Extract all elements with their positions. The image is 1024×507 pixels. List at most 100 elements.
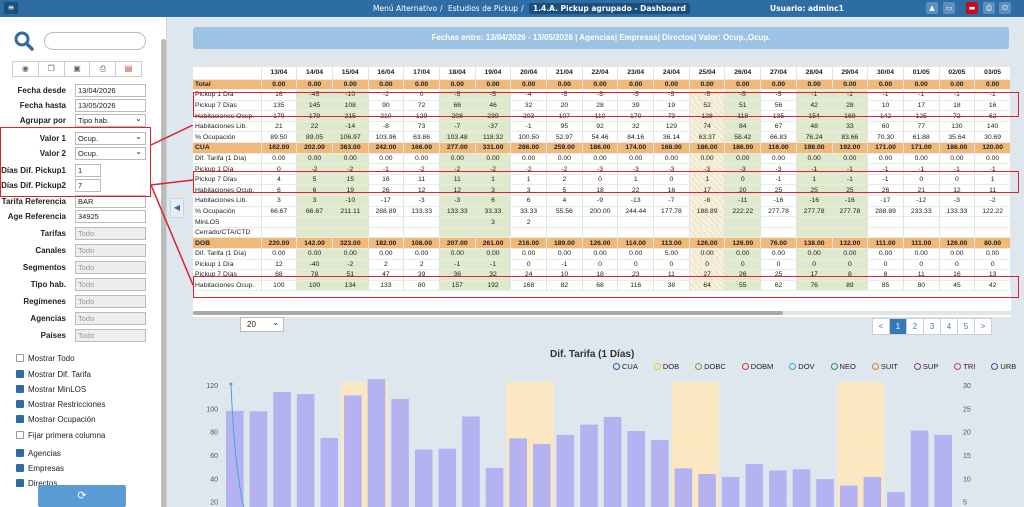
- legend-item[interactable]: DOBC: [695, 362, 734, 371]
- page-button[interactable]: 1: [889, 318, 907, 335]
- filter-input[interactable]: Ocup.: [75, 131, 146, 145]
- window-icon[interactable]: ▭: [943, 2, 955, 14]
- legend-item[interactable]: NEO: [830, 362, 864, 371]
- legend-item[interactable]: DOV: [789, 362, 822, 371]
- filter-input[interactable]: Todo: [75, 261, 146, 274]
- checkbox-icon[interactable]: [16, 385, 24, 393]
- date-header[interactable]: 20/04: [510, 67, 547, 80]
- collapse-sidebar-button[interactable]: ◀: [170, 198, 184, 218]
- page-size-select[interactable]: 20: [240, 316, 284, 332]
- copy-icon[interactable]: ❐: [39, 62, 65, 76]
- option-checkbox[interactable]: Directos: [16, 479, 57, 491]
- date-header[interactable]: 21/04: [546, 67, 583, 80]
- search-icon[interactable]: [14, 31, 34, 51]
- table-cell: -5: [689, 89, 726, 101]
- filter-input[interactable]: Tipo hab.: [75, 113, 146, 127]
- legend-item[interactable]: DOBM: [741, 362, 782, 371]
- pdf-icon[interactable]: ▤: [124, 64, 133, 73]
- checkbox-icon[interactable]: [16, 449, 24, 457]
- filter-input[interactable]: 13/05/2026: [75, 99, 146, 112]
- page-button[interactable]: 3: [923, 318, 941, 335]
- table-cell: [832, 227, 869, 239]
- date-header[interactable]: 13/04: [261, 67, 298, 80]
- date-header[interactable]: 01/05: [903, 67, 940, 80]
- date-header[interactable]: 25/04: [689, 67, 726, 80]
- filter-input[interactable]: Todo: [75, 312, 146, 325]
- option-checkbox[interactable]: Empresas: [16, 464, 64, 476]
- prev-page-button[interactable]: <: [872, 318, 890, 335]
- option-checkbox[interactable]: Mostrar Restricciones: [16, 400, 105, 412]
- checkbox-icon[interactable]: [16, 370, 24, 378]
- legend-item[interactable]: CUA: [613, 362, 646, 371]
- date-header[interactable]: 28/04: [796, 67, 833, 80]
- checkbox-icon[interactable]: [16, 431, 24, 439]
- bus-icon[interactable]: ▣: [65, 62, 91, 76]
- page-button[interactable]: 4: [940, 318, 958, 335]
- option-checkbox[interactable]: Mostrar MinLOS: [16, 385, 86, 397]
- checkbox-icon[interactable]: [16, 479, 24, 487]
- filter-input[interactable]: Todo: [75, 278, 146, 291]
- filter-input[interactable]: 13/04/2026: [75, 84, 146, 97]
- date-header[interactable]: 19/04: [475, 67, 512, 80]
- legend-item[interactable]: SUIT: [871, 362, 906, 371]
- date-header[interactable]: 15/04: [332, 67, 369, 80]
- filter-input[interactable]: 34925: [75, 210, 146, 223]
- page-button[interactable]: 2: [906, 318, 924, 335]
- legend-item[interactable]: URB: [991, 362, 1024, 371]
- checkbox-icon[interactable]: [16, 464, 24, 472]
- filter-input[interactable]: 7: [75, 179, 101, 192]
- search-input[interactable]: [44, 32, 146, 50]
- date-header[interactable]: 23/04: [617, 67, 655, 80]
- next-page-button[interactable]: >: [974, 318, 992, 335]
- table-cell: 68: [261, 269, 298, 281]
- option-checkbox[interactable]: Fijar primera columna: [16, 431, 105, 443]
- date-header[interactable]: 02/05: [939, 67, 976, 80]
- refresh-button[interactable]: ⟳: [38, 485, 126, 507]
- filter-input[interactable]: 1: [75, 164, 101, 177]
- date-header[interactable]: 24/04: [653, 67, 690, 80]
- option-checkbox[interactable]: Mostrar Dif. Tarifa: [16, 370, 91, 382]
- checkbox-icon[interactable]: [16, 415, 24, 423]
- date-header[interactable]: 17/04: [403, 67, 440, 80]
- table-header-row: 13/04 14/04 15/04 16/04 17/04 18/04 19/04 20/04…: [193, 67, 1011, 80]
- filter-label: Canales: [35, 246, 66, 255]
- date-header[interactable]: 22/04: [582, 67, 619, 80]
- y-right-tick: 25: [963, 406, 971, 413]
- date-header[interactable]: 30/04: [867, 67, 904, 80]
- checkbox-icon[interactable]: [16, 354, 24, 362]
- power-icon[interactable]: ⏻: [999, 2, 1011, 14]
- flag-es-icon[interactable]: ▬: [966, 2, 978, 14]
- view-icon[interactable]: ◉: [13, 62, 39, 76]
- table-hscrollbar[interactable]: [193, 311, 1011, 315]
- legend-item[interactable]: SUP: [913, 362, 946, 371]
- option-checkbox[interactable]: Agencias: [16, 449, 61, 461]
- breadcrumb-pickup[interactable]: Estudios de Pickup: [448, 4, 519, 13]
- table-cell: 0.00: [653, 79, 690, 91]
- option-checkbox[interactable]: Mostrar Todo: [16, 354, 75, 366]
- date-header[interactable]: 16/04: [368, 67, 405, 80]
- date-header[interactable]: 03/05: [974, 67, 1011, 80]
- filter-input[interactable]: Todo: [75, 295, 146, 308]
- printer-icon[interactable]: ⎙: [90, 62, 117, 76]
- date-header[interactable]: 14/04: [296, 67, 333, 80]
- date-header[interactable]: 27/04: [760, 67, 797, 80]
- date-header[interactable]: 26/04: [724, 67, 762, 80]
- date-header[interactable]: 29/04: [832, 67, 869, 80]
- option-checkbox[interactable]: Mostrar Ocupación: [16, 415, 96, 427]
- filter-input[interactable]: Todo: [75, 329, 146, 342]
- date-header[interactable]: 18/04: [439, 67, 476, 80]
- print-icon[interactable]: ⎙: [983, 2, 995, 14]
- filter-input[interactable]: Todo: [75, 244, 146, 257]
- menu-icon[interactable]: ≡: [4, 2, 18, 14]
- sidebar-scrollbar[interactable]: [161, 39, 166, 507]
- notification-icon[interactable]: ▲: [926, 2, 938, 14]
- filter-input[interactable]: BAR: [75, 195, 146, 208]
- legend-item[interactable]: DOB: [653, 362, 687, 371]
- legend-item[interactable]: TRI: [954, 362, 983, 371]
- page-button[interactable]: 5: [957, 318, 975, 335]
- filter-row: Fecha hasta 13/05/2026: [0, 99, 160, 113]
- breadcrumb-menu[interactable]: Menú Alternativo: [373, 4, 438, 13]
- checkbox-icon[interactable]: [16, 400, 24, 408]
- filter-input[interactable]: Ocup.: [75, 146, 146, 160]
- filter-input[interactable]: Todo: [75, 227, 146, 240]
